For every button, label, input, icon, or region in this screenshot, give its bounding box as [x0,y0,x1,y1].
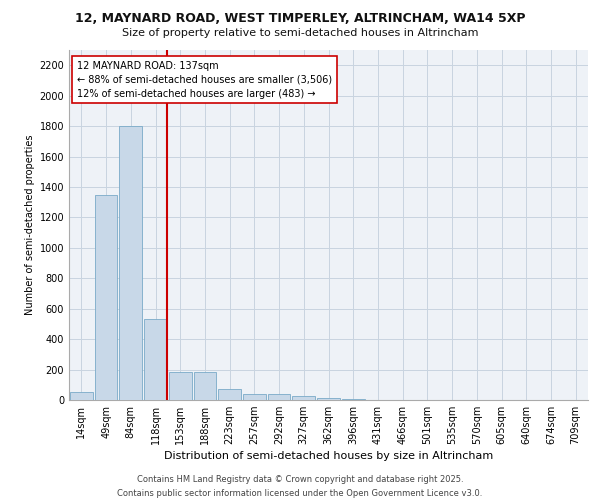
Bar [95,194,118,400]
Text: Size of property relative to semi-detached houses in Altrincham: Size of property relative to semi-detach… [122,28,478,38]
Bar [119,126,142,400]
Bar [144,320,167,400]
X-axis label: Distribution of semi-detached houses by size in Altrincham: Distribution of semi-detached houses by … [164,452,493,462]
Bar [194,372,216,400]
Text: Contains HM Land Registry data © Crown copyright and database right 2025.
Contai: Contains HM Land Registry data © Crown c… [118,476,482,498]
Bar [169,372,191,400]
Y-axis label: Number of semi-detached properties: Number of semi-detached properties [25,134,35,316]
Bar [317,398,340,400]
Text: 12 MAYNARD ROAD: 137sqm
← 88% of semi-detached houses are smaller (3,506)
12% of: 12 MAYNARD ROAD: 137sqm ← 88% of semi-de… [77,60,332,98]
Bar [268,394,290,400]
Bar [292,396,315,400]
Text: 12, MAYNARD ROAD, WEST TIMPERLEY, ALTRINCHAM, WA14 5XP: 12, MAYNARD ROAD, WEST TIMPERLEY, ALTRIN… [75,12,525,26]
Bar [342,399,365,400]
Bar [243,394,266,400]
Bar [218,388,241,400]
Bar [70,392,93,400]
